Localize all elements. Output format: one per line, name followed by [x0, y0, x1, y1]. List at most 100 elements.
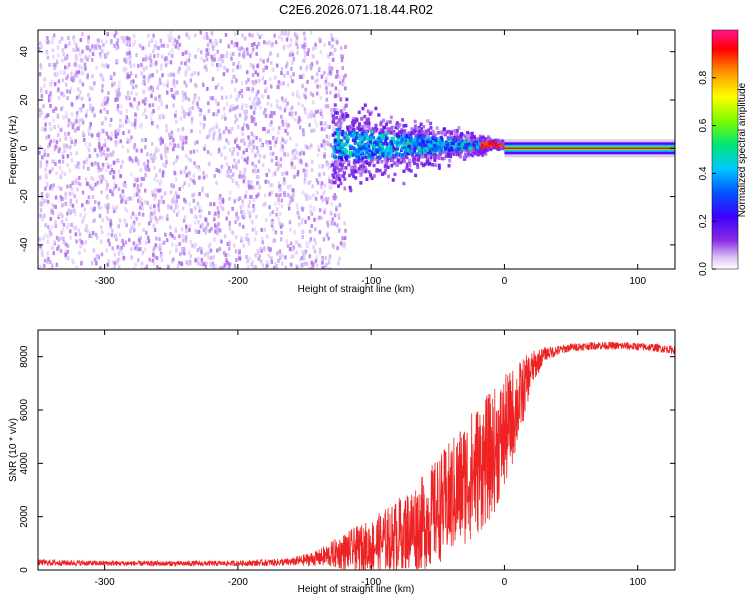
heatmap-cell — [385, 147, 389, 152]
heatmap-cell — [227, 246, 231, 251]
heatmap-cell — [310, 128, 313, 133]
heatmap-cell — [66, 74, 70, 79]
heatmap-cell — [465, 148, 469, 152]
heatmap-cell — [338, 256, 341, 261]
heatmap-cell — [69, 209, 73, 214]
heatmap-cell — [130, 91, 133, 96]
heatmap-cell — [107, 217, 110, 222]
heatmap-cell — [221, 58, 224, 63]
heatmap-cell — [185, 260, 189, 265]
heatmap-cell — [88, 184, 92, 189]
heatmap-cell — [384, 122, 388, 127]
heatmap-cell — [182, 238, 185, 243]
heatmap-cell — [312, 206, 316, 211]
heatmap-cell — [69, 198, 73, 203]
heatmap-cell — [231, 104, 234, 109]
heatmap-cell — [322, 171, 326, 176]
heatmap-cell — [286, 243, 290, 248]
heatmap-cell — [496, 143, 500, 148]
heatmap-cell — [196, 101, 199, 106]
heatmap-cell — [212, 213, 216, 218]
heatmap-cell — [49, 139, 53, 144]
heatmap-cell — [242, 179, 246, 184]
heatmap-cell — [389, 145, 393, 149]
heatmap-cell — [148, 40, 151, 45]
heatmap-cell — [172, 138, 175, 143]
heatmap-cell — [181, 51, 185, 56]
heatmap-cell — [426, 151, 430, 155]
heatmap-cell — [151, 192, 155, 197]
heatmap-cell — [106, 64, 110, 69]
heatmap-cell — [344, 45, 347, 50]
heatmap-cell — [71, 209, 74, 214]
heatmap-cell — [227, 141, 230, 146]
heatmap-cell — [161, 73, 164, 78]
heatmap-cell — [130, 172, 133, 177]
heatmap-cell — [166, 43, 169, 48]
heatmap-cell — [53, 72, 57, 77]
heatmap-cell — [290, 49, 293, 54]
heatmap-cell — [316, 180, 320, 185]
heatmap-cell — [242, 53, 245, 58]
heatmap-cell — [124, 67, 128, 72]
heatmap-cell — [268, 77, 272, 82]
heatmap-cell — [133, 143, 137, 148]
heatmap-cell — [115, 41, 119, 46]
heatmap-cell — [186, 156, 190, 161]
heatmap-cell — [252, 64, 255, 69]
heatmap-cell — [307, 180, 310, 185]
heatmap-cell — [65, 144, 69, 149]
heatmap-cell — [421, 139, 425, 143]
heatmap-cell — [350, 121, 354, 125]
heatmap-cell — [395, 134, 399, 138]
heatmap-cell — [155, 60, 158, 65]
y-tick-label: -40 — [19, 237, 30, 252]
heatmap-cell — [346, 154, 350, 158]
heatmap-cell — [172, 41, 176, 46]
heatmap-cell — [222, 106, 226, 111]
heatmap-cell — [66, 43, 69, 48]
heatmap-cell — [215, 101, 219, 106]
heatmap-cell — [66, 249, 70, 254]
heatmap-cell — [129, 102, 132, 107]
heatmap-cell — [423, 162, 427, 167]
heatmap-cell — [205, 67, 208, 72]
heatmap-cell — [280, 96, 284, 101]
heatmap-cell — [374, 106, 378, 111]
heatmap-cell — [319, 49, 323, 54]
heatmap-cell — [393, 140, 397, 144]
heatmap-cell — [308, 146, 311, 151]
heatmap-cell — [440, 146, 444, 150]
heatmap-cell — [241, 81, 244, 86]
heatmap-cell — [94, 232, 98, 237]
heatmap-cell — [442, 150, 446, 154]
heatmap-cell — [343, 177, 347, 181]
heatmap-cell — [160, 257, 164, 262]
heatmap-cell — [400, 128, 404, 132]
heatmap-cell — [140, 62, 143, 67]
heatmap-cell — [429, 126, 433, 130]
heatmap-cell — [183, 114, 186, 119]
heatmap-cell — [382, 141, 386, 146]
heatmap-cell — [431, 162, 435, 167]
heatmap-cell — [138, 240, 142, 245]
heatmap-cell — [264, 113, 268, 118]
heatmap-cell — [327, 260, 331, 265]
heatmap-cell — [401, 130, 405, 134]
heatmap-cell — [189, 110, 192, 115]
heatmap-cell — [116, 97, 120, 102]
heatmap-cell — [404, 153, 408, 157]
heatmap-cell — [186, 58, 189, 63]
heatmap-cell — [71, 258, 74, 263]
heatmap-cell — [64, 136, 68, 141]
heatmap-cell — [309, 109, 313, 114]
heatmap-cell — [331, 82, 334, 87]
heatmap-cell — [126, 96, 130, 101]
heatmap-cell — [452, 144, 456, 149]
heatmap-cell — [51, 62, 55, 67]
heatmap-cell — [484, 151, 488, 155]
heatmap-cell — [238, 52, 241, 57]
heatmap-cell — [189, 254, 193, 259]
heatmap-cell — [237, 197, 240, 202]
x-tick-label: -100 — [361, 276, 381, 287]
